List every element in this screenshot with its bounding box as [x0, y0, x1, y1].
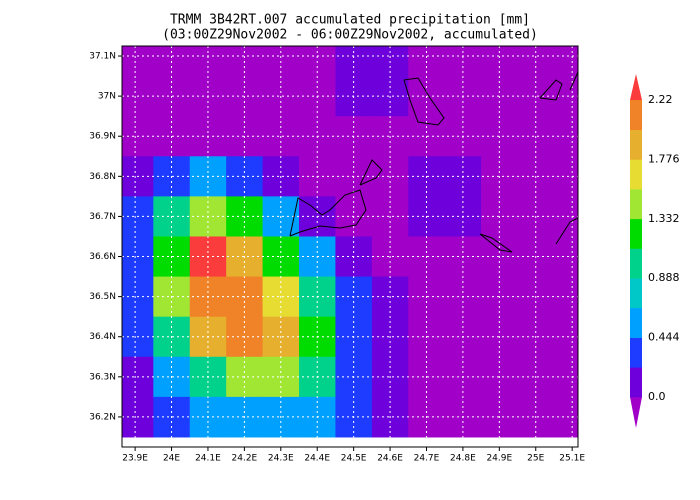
colorbar: 0.0 0.444 0.888 1.332 1.776 2.22 — [630, 74, 680, 428]
x-tick-label: 24E — [163, 454, 180, 464]
y-tick-label: 36.3N — [89, 372, 116, 382]
colorbar-band — [630, 367, 642, 398]
y-tick-label: 36.5N — [89, 292, 116, 302]
colorbar-label: 1.776 — [648, 152, 680, 165]
coastline — [359, 159, 383, 186]
colorbar-band — [630, 189, 642, 220]
x-tick-label: 24.7E — [414, 454, 440, 464]
coastline — [479, 233, 513, 253]
cell — [553, 46, 578, 77]
chart-subtitle: (03:00Z29Nov2002 - 06:00Z29Nov2002, accu… — [162, 28, 538, 43]
y-tick-label: 36.4N — [89, 332, 116, 342]
colorbar-label: 0.0 — [648, 390, 666, 403]
colorbar-band — [630, 278, 642, 309]
x-tick-label: 24.3E — [268, 454, 294, 464]
colorbar-label: 1.332 — [648, 212, 680, 225]
plot-frame — [121, 45, 579, 448]
coastline — [403, 77, 445, 126]
coastline — [569, 71, 578, 91]
x-tick-label: 25.1E — [559, 454, 585, 464]
chart-title: TRMM 3B42RT.007 accumulated precipitatio… — [170, 13, 530, 28]
y-tick-label: 37N — [98, 92, 116, 102]
x-tick-label: 24.8E — [450, 454, 476, 464]
y-tick-label: 36.2N — [89, 412, 116, 422]
y-tick-label: 36.9N — [89, 132, 116, 142]
colorbar-band — [630, 100, 642, 130]
x-tick-label: 23.9E — [122, 454, 148, 464]
grid: 23.9E 24E 24.1E 24.2E 24.3E 24.4E 24.5E 24.6E 24… — [89, 46, 585, 464]
coastlines — [289, 71, 578, 253]
y-tick-label: 36.8N — [89, 172, 116, 182]
coastline — [555, 217, 578, 245]
x-tick-label: 24.5E — [341, 454, 367, 464]
colorbar-band — [630, 218, 642, 249]
colorbar-label: 0.444 — [648, 331, 680, 344]
y-tick-label: 36.6N — [89, 252, 116, 262]
coastline — [539, 79, 563, 101]
x-tick-label: 24.6E — [377, 454, 403, 464]
colorbar-under — [630, 397, 642, 428]
colorbar-label: 2.22 — [648, 93, 673, 106]
coastline — [289, 189, 367, 237]
colorbar-band — [630, 129, 642, 160]
x-tick-label: 24.1E — [195, 454, 221, 464]
x-tick-label: 25E — [527, 454, 544, 464]
colorbar-band — [630, 159, 642, 190]
colorbar-over — [630, 74, 642, 100]
colorbar-band — [630, 307, 642, 338]
x-tick-label: 24.2E — [232, 454, 258, 464]
x-tick-label: 24.4E — [304, 454, 330, 464]
colorbar-band — [630, 248, 642, 279]
colorbar-band — [630, 337, 642, 368]
y-tick-label: 37.1N — [89, 52, 116, 62]
x-tick-label: 24.9E — [486, 454, 512, 464]
y-tick-label: 36.7N — [89, 212, 116, 222]
colorbar-label: 0.888 — [648, 271, 680, 284]
cell — [122, 46, 154, 77]
